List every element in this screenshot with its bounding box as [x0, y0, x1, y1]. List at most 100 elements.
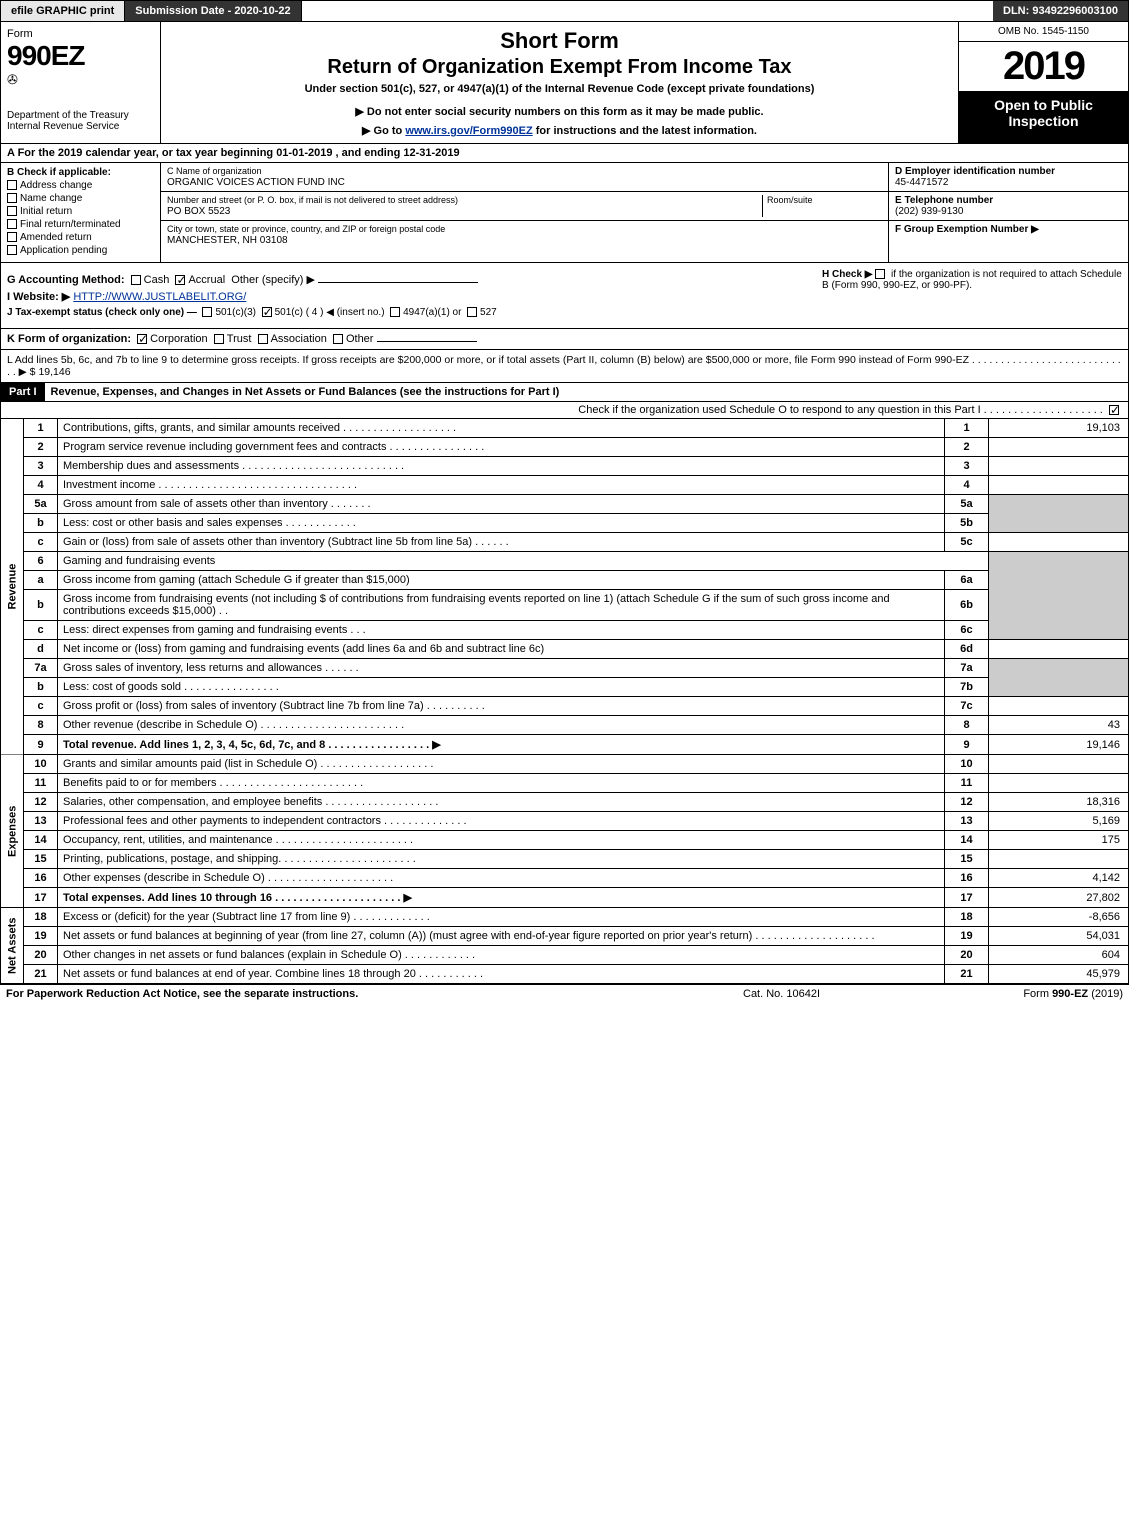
line-14: 14Occupancy, rent, utilities, and mainte…: [1, 831, 1129, 850]
line-5a: 5aGross amount from sale of assets other…: [1, 495, 1129, 514]
chk-amended-return[interactable]: Amended return: [7, 232, 154, 243]
omb-number: OMB No. 1545-1150: [959, 22, 1128, 42]
line-2: 2Program service revenue including gover…: [1, 438, 1129, 457]
line-8: 8Other revenue (describe in Schedule O) …: [1, 716, 1129, 735]
line-9: 9Total revenue. Add lines 1, 2, 3, 4, 5c…: [1, 735, 1129, 755]
irs-link[interactable]: www.irs.gov/Form990EZ: [405, 125, 532, 137]
dln-label: DLN: 93492296003100: [993, 1, 1128, 21]
chk-cash[interactable]: [131, 275, 141, 285]
line-4: 4Investment income . . . . . . . . . . .…: [1, 476, 1129, 495]
line-21: 21Net assets or fund balances at end of …: [1, 965, 1129, 984]
line-17: 17Total expenses. Add lines 10 through 1…: [1, 888, 1129, 908]
row-g-label: G Accounting Method:: [7, 274, 125, 286]
part1-table: Revenue 1 Contributions, gifts, grants, …: [0, 419, 1129, 984]
note-goto: ▶ Go to www.irs.gov/Form990EZ for instru…: [171, 124, 948, 137]
website-link[interactable]: HTTP://WWW.JUSTLABELIT.ORG/: [73, 291, 246, 303]
row-k: K Form of organization: Corporation Trus…: [0, 329, 1129, 350]
submission-date-button[interactable]: Submission Date - 2020-10-22: [125, 1, 301, 21]
footer-left: For Paperwork Reduction Act Notice, see …: [6, 988, 743, 1000]
form-word: Form: [7, 28, 154, 40]
chk-accrual[interactable]: [175, 275, 185, 285]
line-6c: cLess: direct expenses from gaming and f…: [1, 621, 1129, 640]
line-20-amount: 604: [989, 946, 1129, 965]
line-17-amount: 27,802: [989, 888, 1129, 908]
line-13-amount: 5,169: [989, 812, 1129, 831]
efile-print-button[interactable]: efile GRAPHIC print: [1, 1, 125, 21]
line-18: Net Assets 18Excess or (deficit) for the…: [1, 908, 1129, 927]
city-label: City or town, state or province, country…: [167, 224, 882, 234]
chk-h[interactable]: [875, 269, 885, 279]
line-20: 20Other changes in net assets or fund ba…: [1, 946, 1129, 965]
row-l-text: L Add lines 5b, 6c, and 7b to line 9 to …: [7, 354, 1121, 378]
group-exemption-label: F Group Exemption Number ▶: [895, 224, 1039, 235]
title-return: Return of Organization Exempt From Incom…: [171, 56, 948, 79]
line-7b: bLess: cost of goods sold . . . . . . . …: [1, 678, 1129, 697]
row-k-label: K Form of organization:: [7, 333, 131, 345]
dept-label: Department of the Treasury: [7, 110, 154, 121]
other-org-field[interactable]: [377, 341, 477, 342]
top-bar: efile GRAPHIC print Submission Date - 20…: [0, 0, 1129, 22]
other-specify-field[interactable]: [318, 282, 478, 283]
line-3: 3Membership dues and assessments . . . .…: [1, 457, 1129, 476]
footer-cat-no: Cat. No. 10642I: [743, 988, 943, 1000]
line-16: 16Other expenses (describe in Schedule O…: [1, 869, 1129, 888]
line-6: 6Gaming and fundraising events: [1, 552, 1129, 571]
chk-501c[interactable]: [262, 307, 272, 317]
line-6b: bGross income from fundraising events (n…: [1, 590, 1129, 621]
chk-initial-return[interactable]: Initial return: [7, 206, 154, 217]
chk-association[interactable]: [258, 334, 268, 344]
line-19-amount: 54,031: [989, 927, 1129, 946]
line-5b: bLess: cost or other basis and sales exp…: [1, 514, 1129, 533]
line-18-amount: -8,656: [989, 908, 1129, 927]
chk-corporation[interactable]: [137, 334, 147, 344]
line-1-amount: 19,103: [989, 419, 1129, 438]
part1-label: Part I: [1, 383, 45, 401]
city-value: MANCHESTER, NH 03108: [167, 235, 288, 246]
chk-schedule-o[interactable]: [1109, 405, 1119, 415]
ein-value: 45-4471572: [895, 177, 948, 188]
title-short-form: Short Form: [171, 28, 948, 54]
line-19: 19Net assets or fund balances at beginni…: [1, 927, 1129, 946]
line-6d: dNet income or (loss) from gaming and fu…: [1, 640, 1129, 659]
street-label: Number and street (or P. O. box, if mail…: [167, 195, 762, 205]
topbar-spacer: [302, 1, 993, 21]
tax-year: 2019: [959, 42, 1128, 91]
line-13: 13Professional fees and other payments t…: [1, 812, 1129, 831]
open-to-public: Open to Public Inspection: [959, 91, 1128, 143]
row-h: H Check ▶ if the organization is not req…: [822, 269, 1122, 291]
treasury-seal-icon: ✇: [7, 72, 18, 87]
line-12: 12Salaries, other compensation, and empl…: [1, 793, 1129, 812]
chk-501c3[interactable]: [202, 307, 212, 317]
line-5c: cGain or (loss) from sale of assets othe…: [1, 533, 1129, 552]
chk-final-return[interactable]: Final return/terminated: [7, 219, 154, 230]
tel-label: E Telephone number: [895, 195, 993, 206]
chk-4947[interactable]: [390, 307, 400, 317]
row-l: L Add lines 5b, 6c, and 7b to line 9 to …: [0, 350, 1129, 383]
ghij-block: H Check ▶ if the organization is not req…: [0, 263, 1129, 329]
netassets-section-label: Net Assets: [1, 908, 24, 984]
revenue-section-label: Revenue: [1, 419, 24, 755]
line-1: Revenue 1 Contributions, gifts, grants, …: [1, 419, 1129, 438]
chk-527[interactable]: [467, 307, 477, 317]
note-ssn: ▶ Do not enter social security numbers o…: [171, 105, 948, 118]
chk-name-change[interactable]: Name change: [7, 193, 154, 204]
chk-address-change[interactable]: Address change: [7, 180, 154, 191]
line-12-amount: 18,316: [989, 793, 1129, 812]
org-name-label: C Name of organization: [167, 166, 882, 176]
row-j: J Tax-exempt status (check only one) — 5…: [7, 307, 1122, 318]
line-9-amount: 19,146: [989, 735, 1129, 755]
part1-title: Revenue, Expenses, and Changes in Net As…: [45, 383, 1128, 401]
irs-label: Internal Revenue Service: [7, 121, 154, 132]
subtitle: Under section 501(c), 527, or 4947(a)(1)…: [171, 83, 948, 95]
section-c: C Name of organization ORGANIC VOICES AC…: [161, 163, 888, 262]
part1-check-text: Check if the organization used Schedule …: [578, 404, 1103, 416]
line-7a: 7aGross sales of inventory, less returns…: [1, 659, 1129, 678]
page-footer: For Paperwork Reduction Act Notice, see …: [0, 984, 1129, 1003]
chk-application-pending[interactable]: Application pending: [7, 245, 154, 256]
chk-other-org[interactable]: [333, 334, 343, 344]
chk-trust[interactable]: [214, 334, 224, 344]
row-l-amount: 19,146: [38, 366, 70, 378]
section-b-label: B Check if applicable:: [7, 167, 111, 178]
part1-check-row: Check if the organization used Schedule …: [0, 402, 1129, 419]
line-14-amount: 175: [989, 831, 1129, 850]
